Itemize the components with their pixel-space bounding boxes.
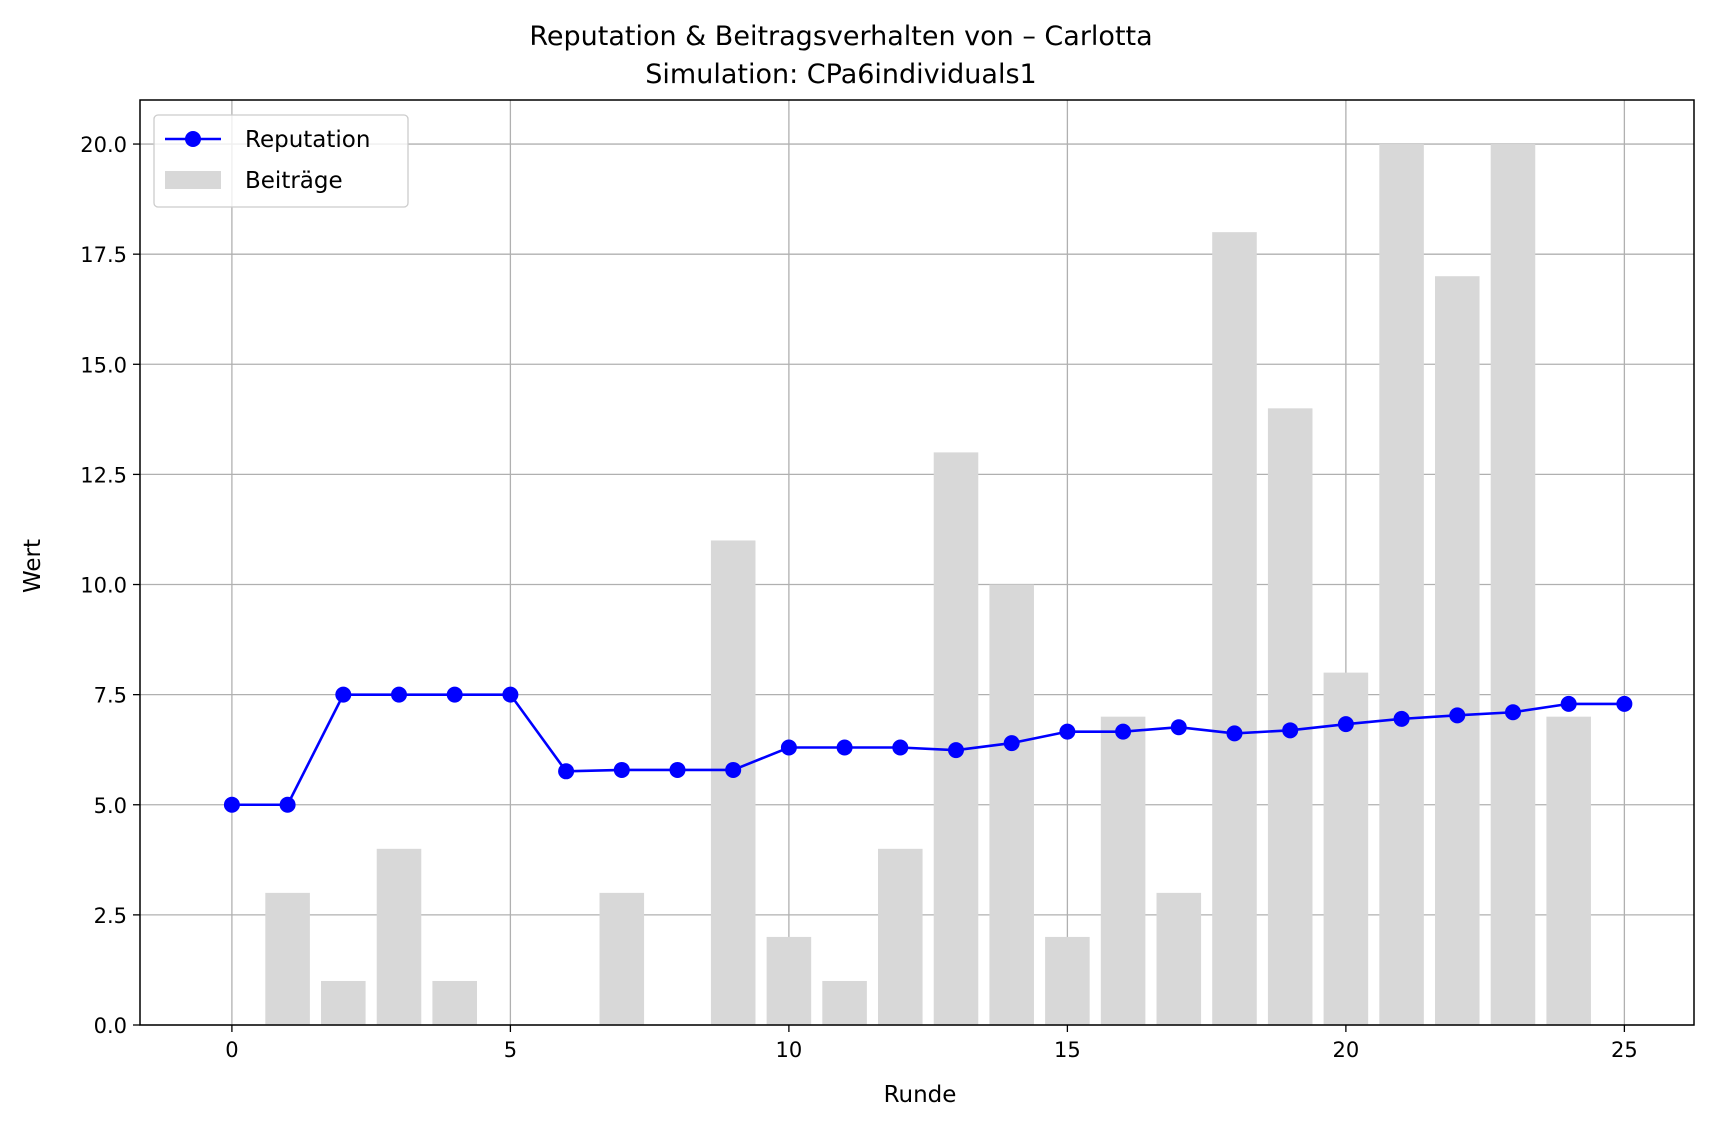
bar bbox=[933, 452, 979, 1025]
reputation-point bbox=[725, 761, 742, 778]
bar bbox=[1212, 232, 1257, 1026]
bar-series bbox=[265, 144, 1591, 1026]
bar bbox=[1156, 892, 1202, 1025]
x-tick-label: 20 bbox=[1333, 1038, 1360, 1062]
chart-title: Reputation & Beitragsverhalten von – Car… bbox=[529, 21, 1152, 52]
y-tick-label: 5.0 bbox=[94, 794, 127, 818]
y-axis: 0.0 2.5 5.0 7.5 10.0 12.5 15.0 17.5 20.0 bbox=[80, 133, 140, 1038]
reputation-point bbox=[1337, 716, 1354, 733]
y-tick-label: 2.5 bbox=[94, 904, 127, 928]
x-tick-label: 5 bbox=[504, 1038, 517, 1062]
reputation-point bbox=[1393, 710, 1410, 727]
legend-label-reputation: Reputation bbox=[245, 127, 370, 153]
bar bbox=[1045, 936, 1090, 1025]
line-series bbox=[223, 686, 1633, 813]
x-tick-label: 10 bbox=[776, 1038, 803, 1062]
reputation-point bbox=[502, 686, 519, 703]
y-tick-label: 12.5 bbox=[80, 463, 127, 487]
reputation-point bbox=[836, 739, 853, 756]
bar bbox=[1100, 716, 1146, 1025]
bar bbox=[321, 980, 366, 1025]
reputation-point bbox=[391, 686, 407, 703]
bar bbox=[265, 892, 310, 1025]
y-axis-label: Wert bbox=[20, 539, 46, 593]
bar bbox=[1490, 144, 1536, 1026]
bar bbox=[989, 584, 1034, 1025]
legend-swatch-beitraege bbox=[165, 171, 221, 189]
bar bbox=[1267, 408, 1313, 1025]
reputation-point bbox=[947, 742, 964, 759]
y-tick-label: 15.0 bbox=[80, 353, 127, 377]
bar bbox=[822, 980, 867, 1025]
reputation-point bbox=[1616, 695, 1633, 712]
reputation-point bbox=[1449, 707, 1466, 724]
reputation-point bbox=[1115, 723, 1132, 740]
y-tick-label: 0.0 bbox=[94, 1014, 127, 1038]
reputation-point bbox=[1059, 723, 1076, 740]
x-axis: 0 5 10 15 20 25 bbox=[225, 1025, 1638, 1062]
reputation-point bbox=[613, 761, 630, 778]
reputation-line bbox=[231, 693, 1625, 807]
x-tick-label: 15 bbox=[1054, 1038, 1081, 1062]
reputation-point bbox=[1560, 695, 1577, 712]
reputation-point bbox=[1170, 719, 1187, 736]
legend-marker-reputation bbox=[185, 131, 201, 147]
reputation-point bbox=[446, 686, 463, 703]
reputation-point bbox=[558, 763, 575, 780]
reputation-point bbox=[1226, 725, 1243, 742]
reputation-point bbox=[1003, 735, 1020, 752]
reputation-point bbox=[223, 796, 240, 813]
reputation-point bbox=[669, 761, 686, 778]
y-tick-label: 20.0 bbox=[80, 133, 127, 157]
x-axis-label: Runde bbox=[884, 1082, 957, 1108]
x-tick-label: 0 bbox=[225, 1038, 238, 1062]
plot-frame bbox=[139, 99, 1695, 1026]
chart-subtitle: Simulation: CPa6individuals1 bbox=[645, 59, 1036, 90]
bar bbox=[1435, 276, 1480, 1025]
reputation-point bbox=[335, 686, 352, 703]
bar bbox=[1546, 716, 1591, 1025]
x-tick-label: 25 bbox=[1611, 1038, 1638, 1062]
bar bbox=[1379, 144, 1424, 1026]
reputation-point bbox=[780, 739, 797, 756]
reputation-point bbox=[892, 739, 909, 756]
bar bbox=[376, 848, 422, 1025]
legend-label-beitraege: Beiträge bbox=[245, 168, 343, 194]
bar bbox=[766, 936, 812, 1025]
reputation-point bbox=[1282, 722, 1299, 739]
reputation-point bbox=[1504, 704, 1521, 721]
bar bbox=[599, 892, 645, 1025]
bar bbox=[878, 848, 923, 1025]
reputation-point bbox=[279, 796, 296, 813]
y-tick-label: 17.5 bbox=[80, 243, 127, 267]
bar bbox=[710, 540, 756, 1025]
legend: Reputation Beiträge bbox=[153, 114, 409, 208]
y-tick-label: 7.5 bbox=[94, 684, 127, 708]
y-tick-label: 10.0 bbox=[80, 574, 127, 598]
bar bbox=[432, 980, 477, 1025]
